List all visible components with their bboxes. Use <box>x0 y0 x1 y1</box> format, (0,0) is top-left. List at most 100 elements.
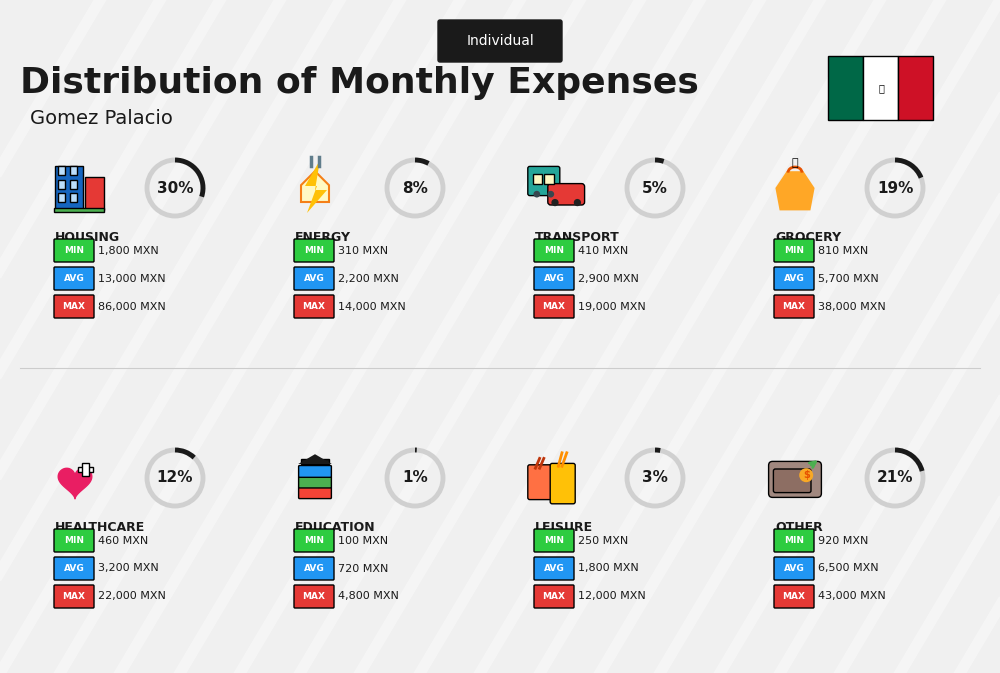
Text: 86,000 MXN: 86,000 MXN <box>98 302 166 312</box>
FancyBboxPatch shape <box>82 464 89 476</box>
Text: 920 MXN: 920 MXN <box>818 536 868 546</box>
Text: MIN: MIN <box>784 536 804 545</box>
FancyBboxPatch shape <box>78 467 93 472</box>
FancyBboxPatch shape <box>54 585 94 608</box>
Text: 310 MXN: 310 MXN <box>338 246 388 256</box>
Text: Gomez Palacio: Gomez Palacio <box>30 108 173 127</box>
Text: AVG: AVG <box>784 274 804 283</box>
Text: 460 MXN: 460 MXN <box>98 536 148 546</box>
Text: MIN: MIN <box>304 246 324 255</box>
FancyBboxPatch shape <box>299 476 331 488</box>
Text: ENERGY: ENERGY <box>295 231 351 244</box>
FancyBboxPatch shape <box>299 466 331 477</box>
Text: MAX: MAX <box>542 592 566 601</box>
Text: OTHER: OTHER <box>775 521 823 534</box>
Text: AVG: AVG <box>544 564 564 573</box>
FancyBboxPatch shape <box>54 267 94 290</box>
FancyBboxPatch shape <box>773 469 811 493</box>
Text: 1,800 MXN: 1,800 MXN <box>578 563 639 573</box>
Text: AVG: AVG <box>64 564 84 573</box>
FancyBboxPatch shape <box>294 267 334 290</box>
Text: 720 MXN: 720 MXN <box>338 563 388 573</box>
Text: 43,000 MXN: 43,000 MXN <box>818 592 886 602</box>
Text: MIN: MIN <box>784 246 804 255</box>
FancyBboxPatch shape <box>534 557 574 580</box>
Polygon shape <box>301 171 329 202</box>
FancyBboxPatch shape <box>533 174 542 184</box>
Text: MAX: MAX <box>62 592 86 601</box>
Text: 1,800 MXN: 1,800 MXN <box>98 246 159 256</box>
Text: 3,200 MXN: 3,200 MXN <box>98 563 159 573</box>
Text: 2,900 MXN: 2,900 MXN <box>578 273 639 283</box>
Text: 6,500 MXN: 6,500 MXN <box>818 563 879 573</box>
Circle shape <box>547 191 554 197</box>
FancyBboxPatch shape <box>550 464 575 504</box>
Text: 5%: 5% <box>642 180 668 195</box>
FancyBboxPatch shape <box>70 166 77 175</box>
Polygon shape <box>775 171 815 211</box>
Polygon shape <box>298 454 332 464</box>
FancyBboxPatch shape <box>774 529 814 552</box>
Text: 19,000 MXN: 19,000 MXN <box>578 302 646 312</box>
Text: LEISURE: LEISURE <box>535 521 593 534</box>
Circle shape <box>799 468 813 482</box>
FancyBboxPatch shape <box>774 239 814 262</box>
FancyBboxPatch shape <box>534 529 574 552</box>
FancyBboxPatch shape <box>58 193 65 202</box>
Text: 14,000 MXN: 14,000 MXN <box>338 302 406 312</box>
Text: HOUSING: HOUSING <box>55 231 120 244</box>
FancyBboxPatch shape <box>54 557 94 580</box>
Text: 13,000 MXN: 13,000 MXN <box>98 273 166 283</box>
Text: TRANSPORT: TRANSPORT <box>535 231 620 244</box>
Text: 100 MXN: 100 MXN <box>338 536 388 546</box>
Circle shape <box>533 191 540 197</box>
FancyBboxPatch shape <box>898 56 933 120</box>
FancyBboxPatch shape <box>54 239 94 262</box>
Text: EDUCATION: EDUCATION <box>295 521 376 534</box>
Text: MAX: MAX <box>302 592 326 601</box>
Polygon shape <box>305 160 327 213</box>
FancyBboxPatch shape <box>58 180 65 188</box>
FancyBboxPatch shape <box>54 295 94 318</box>
Text: 30%: 30% <box>157 180 193 195</box>
Circle shape <box>574 199 581 206</box>
Text: MAX: MAX <box>302 302 326 311</box>
Text: 410 MXN: 410 MXN <box>578 246 628 256</box>
Text: 12,000 MXN: 12,000 MXN <box>578 592 646 602</box>
FancyBboxPatch shape <box>528 166 560 196</box>
Circle shape <box>551 199 559 206</box>
FancyBboxPatch shape <box>294 239 334 262</box>
FancyBboxPatch shape <box>769 462 821 497</box>
Text: MAX: MAX <box>62 302 86 311</box>
FancyBboxPatch shape <box>85 177 104 211</box>
Text: 3%: 3% <box>642 470 668 485</box>
Text: 1%: 1% <box>402 470 428 485</box>
FancyBboxPatch shape <box>863 56 898 120</box>
FancyBboxPatch shape <box>54 209 104 212</box>
FancyBboxPatch shape <box>774 295 814 318</box>
FancyBboxPatch shape <box>438 20 562 62</box>
FancyBboxPatch shape <box>294 295 334 318</box>
Polygon shape <box>58 468 92 499</box>
Text: MIN: MIN <box>544 536 564 545</box>
Text: MIN: MIN <box>64 536 84 545</box>
Text: 250 MXN: 250 MXN <box>578 536 628 546</box>
Text: AVG: AVG <box>304 274 324 283</box>
FancyBboxPatch shape <box>544 174 554 184</box>
Text: 2,200 MXN: 2,200 MXN <box>338 273 399 283</box>
FancyBboxPatch shape <box>774 267 814 290</box>
Text: MAX: MAX <box>782 592 806 601</box>
Text: MAX: MAX <box>782 302 806 311</box>
Text: 19%: 19% <box>877 180 913 195</box>
FancyBboxPatch shape <box>301 459 329 464</box>
Text: MIN: MIN <box>304 536 324 545</box>
FancyBboxPatch shape <box>828 56 863 120</box>
Text: 🥦: 🥦 <box>792 157 798 168</box>
FancyBboxPatch shape <box>534 295 574 318</box>
Text: 12%: 12% <box>157 470 193 485</box>
FancyBboxPatch shape <box>70 180 77 188</box>
Text: AVG: AVG <box>304 564 324 573</box>
FancyBboxPatch shape <box>55 166 83 211</box>
FancyBboxPatch shape <box>534 585 574 608</box>
Text: 38,000 MXN: 38,000 MXN <box>818 302 886 312</box>
